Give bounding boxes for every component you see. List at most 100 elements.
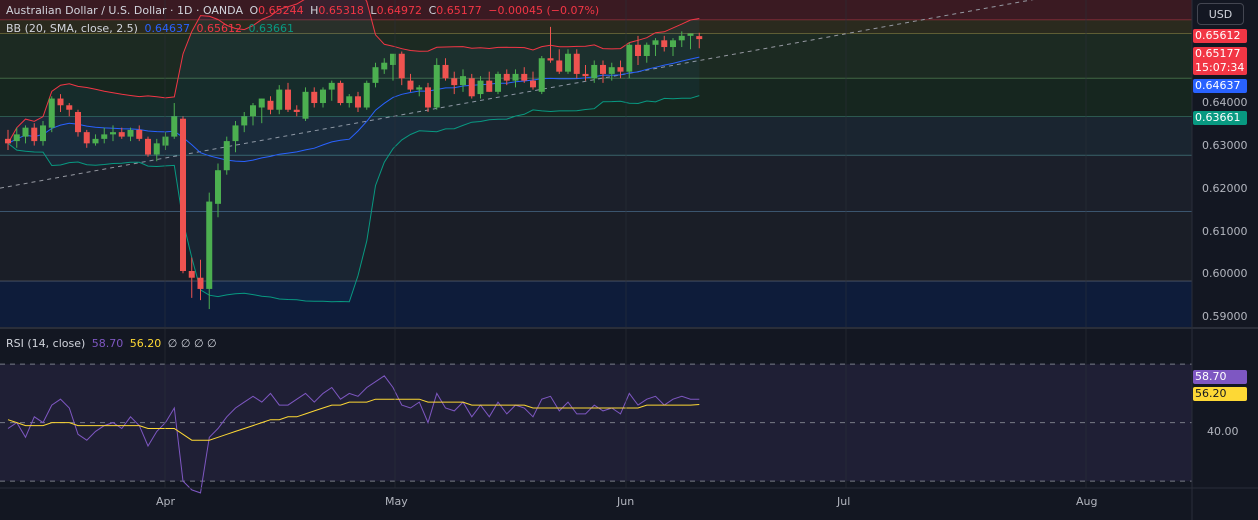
candle-body xyxy=(66,105,73,110)
candle-body xyxy=(355,96,361,108)
candle-body xyxy=(5,138,11,144)
candle xyxy=(538,55,545,95)
candle-body xyxy=(188,271,195,278)
candle-body xyxy=(372,67,379,83)
candle-body xyxy=(538,58,545,92)
candle-body xyxy=(48,98,55,128)
candle xyxy=(626,42,633,79)
ohlc-open: O0.65244 xyxy=(249,4,304,17)
candle-body xyxy=(486,80,493,92)
countdown-value: 15:07:34 xyxy=(1195,61,1245,74)
rsi-tick-40: 40.00 xyxy=(1207,425,1239,438)
candle xyxy=(276,85,283,115)
candle xyxy=(101,127,108,144)
candle-body xyxy=(75,111,81,133)
candle-body xyxy=(92,138,99,144)
candle-body xyxy=(530,80,536,88)
candle xyxy=(687,33,694,50)
candle xyxy=(320,87,326,108)
candle xyxy=(127,127,134,142)
candle-body xyxy=(608,67,615,74)
price-change: −0.00045 (−0.07%) xyxy=(488,4,600,17)
price-zone xyxy=(0,78,1192,117)
rsi-value: 58.70 xyxy=(91,337,124,350)
candle xyxy=(407,73,414,92)
candle xyxy=(670,38,676,56)
candle-body xyxy=(591,64,598,79)
candle xyxy=(556,49,563,74)
candle xyxy=(346,94,353,108)
candle-body xyxy=(206,201,213,289)
rsi-ma-value: 56.20 xyxy=(129,337,162,350)
bb-basis-line xyxy=(7,56,700,163)
candle xyxy=(696,32,703,49)
candle-body xyxy=(407,80,414,90)
candle xyxy=(495,71,501,95)
candle-body xyxy=(83,132,90,144)
candle xyxy=(643,42,650,63)
candle xyxy=(486,71,493,92)
candle-body xyxy=(617,67,624,72)
candle xyxy=(565,49,571,74)
candle xyxy=(31,123,38,146)
candle-body xyxy=(276,89,283,110)
rsi-label: RSI (14, close) xyxy=(6,337,86,350)
candle-body xyxy=(197,277,204,289)
candle-body xyxy=(101,134,108,139)
candle xyxy=(206,192,213,310)
rsi-legend[interactable]: RSI (14, close) 58.70 56.20 ∅ ∅ ∅ ∅ xyxy=(6,337,220,350)
candle xyxy=(451,71,458,95)
candle xyxy=(57,94,64,112)
candle xyxy=(48,96,55,133)
candle-body xyxy=(425,87,431,108)
candle-body xyxy=(503,73,510,81)
candle xyxy=(468,73,475,99)
candle xyxy=(416,85,423,97)
candle xyxy=(232,120,239,153)
price-zone xyxy=(0,116,1192,156)
candle xyxy=(145,136,151,157)
candle xyxy=(66,103,73,117)
candle-body xyxy=(600,64,606,74)
candle-body xyxy=(223,141,230,171)
y-tick-0.61: 0.61000 xyxy=(1202,225,1248,238)
candle-body xyxy=(40,125,46,142)
candle xyxy=(241,111,248,133)
y-tick-0.59: 0.59000 xyxy=(1202,310,1248,323)
candle xyxy=(608,62,615,81)
candle xyxy=(337,80,344,106)
candle xyxy=(136,125,143,142)
candle-body xyxy=(381,62,388,70)
y-tick-0.63: 0.63000 xyxy=(1202,139,1248,152)
candle xyxy=(258,98,265,124)
candle xyxy=(390,53,396,81)
bb-legend[interactable]: BB (20, SMA, close, 2.5) 0.64637 0.65612… xyxy=(6,22,297,35)
ohlc-high: H0.65318 xyxy=(310,4,364,17)
candle-body xyxy=(180,118,186,272)
price-zone xyxy=(0,0,1192,21)
symbol-legend[interactable]: Australian Dollar / U.S. Dollar · 1D · O… xyxy=(6,4,602,17)
candle-body xyxy=(127,129,134,137)
candle xyxy=(573,49,580,79)
currency-button[interactable]: USD xyxy=(1197,3,1244,25)
x-tick-aug: Aug xyxy=(1076,495,1098,508)
candle xyxy=(285,82,291,112)
candle-body xyxy=(320,89,326,104)
candle xyxy=(118,127,125,139)
candle-body xyxy=(565,53,571,72)
x-tick-apr: Apr xyxy=(156,495,176,508)
candle xyxy=(188,257,195,298)
candle-body xyxy=(477,80,484,95)
candle-body xyxy=(433,64,440,108)
candle xyxy=(197,259,204,301)
candle-body xyxy=(556,60,563,72)
symbol-title: Australian Dollar / U.S. Dollar · 1D · O… xyxy=(6,4,243,17)
candle-body xyxy=(31,127,38,142)
candle-body xyxy=(267,100,274,110)
candle-body xyxy=(285,89,291,110)
y-tick-0.64: 0.64000 xyxy=(1202,96,1248,109)
candle-body xyxy=(390,53,396,65)
candle-body xyxy=(232,125,239,142)
candle xyxy=(22,125,29,144)
